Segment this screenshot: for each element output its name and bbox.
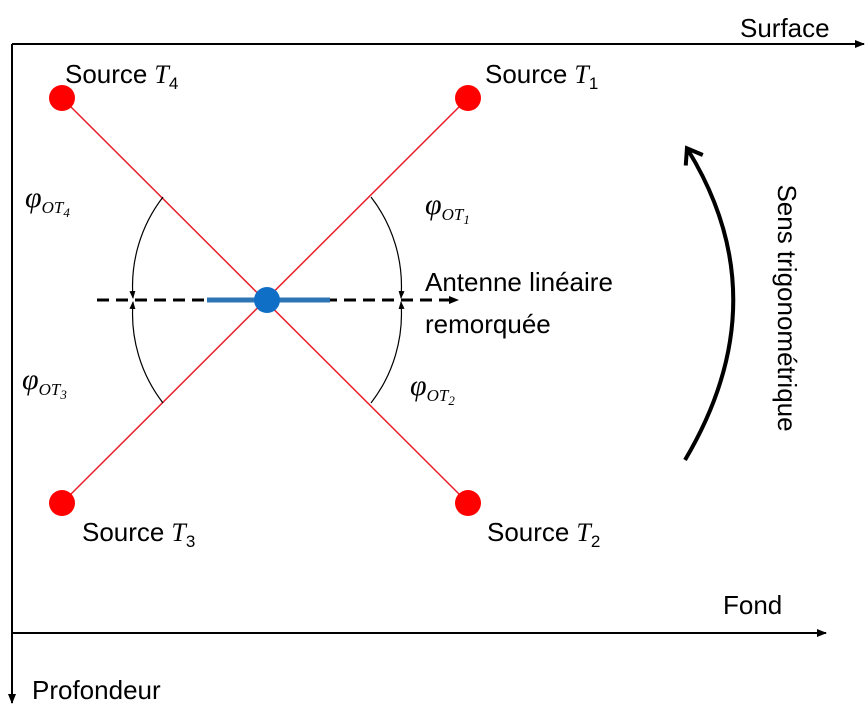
source-symbol: T [576, 518, 592, 547]
source-label: Source T3 [82, 517, 195, 551]
source-label: Source T4 [65, 59, 178, 93]
source-text: Source [82, 517, 164, 547]
angle-subscript: 3 [59, 387, 67, 402]
angle-symbol: φ [425, 188, 442, 221]
angle-arc [370, 301, 405, 404]
angle-index: OT [427, 386, 450, 405]
angle-index: OT [42, 198, 65, 217]
fond-label: Fond [723, 590, 782, 620]
angle-arc [129, 301, 164, 404]
source-subscript: 1 [589, 74, 598, 93]
angle-label: φOT1 [425, 188, 470, 227]
angle-arc [370, 196, 405, 299]
angle-subscript: 2 [448, 393, 455, 408]
angle-label: φOT2 [410, 369, 455, 408]
angle-symbol: φ [25, 181, 42, 214]
angle-index: OT [442, 205, 465, 224]
source-text: Source [485, 59, 567, 89]
source-symbol: T [154, 60, 170, 89]
source-subscript: 4 [169, 74, 178, 93]
source-text: Source [487, 517, 569, 547]
source-label: Source T1 [485, 59, 598, 93]
angle-arc [129, 196, 164, 299]
antenna-label: remorquée [425, 309, 551, 339]
angle-label: φOT4 [25, 181, 70, 220]
source-dot [455, 490, 481, 516]
rotation-arrow [683, 145, 736, 462]
source-dot [455, 85, 481, 111]
source-symbol: T [171, 518, 187, 547]
angle-subscript: 1 [463, 212, 470, 227]
source-text: Source [65, 59, 147, 89]
ship [254, 287, 280, 313]
angle-subscript: 4 [63, 205, 70, 220]
angle-index: OT [39, 380, 62, 399]
source-subscript: 3 [186, 532, 195, 551]
antenna-label: Antenne linéaire [425, 267, 613, 297]
source-symbol: T [574, 60, 590, 89]
surface-label: Surface [740, 13, 830, 43]
source-dot [49, 490, 75, 516]
depth-label: Profondeur [32, 675, 161, 705]
angle-label: φOT3 [22, 363, 67, 402]
rotation-label: Sens trigonométrique [772, 184, 802, 431]
source-subscript: 2 [591, 532, 600, 551]
source-dot [49, 85, 75, 111]
angle-symbol: φ [410, 369, 427, 402]
angle-symbol: φ [22, 363, 39, 396]
source-label: Source T2 [487, 517, 600, 551]
